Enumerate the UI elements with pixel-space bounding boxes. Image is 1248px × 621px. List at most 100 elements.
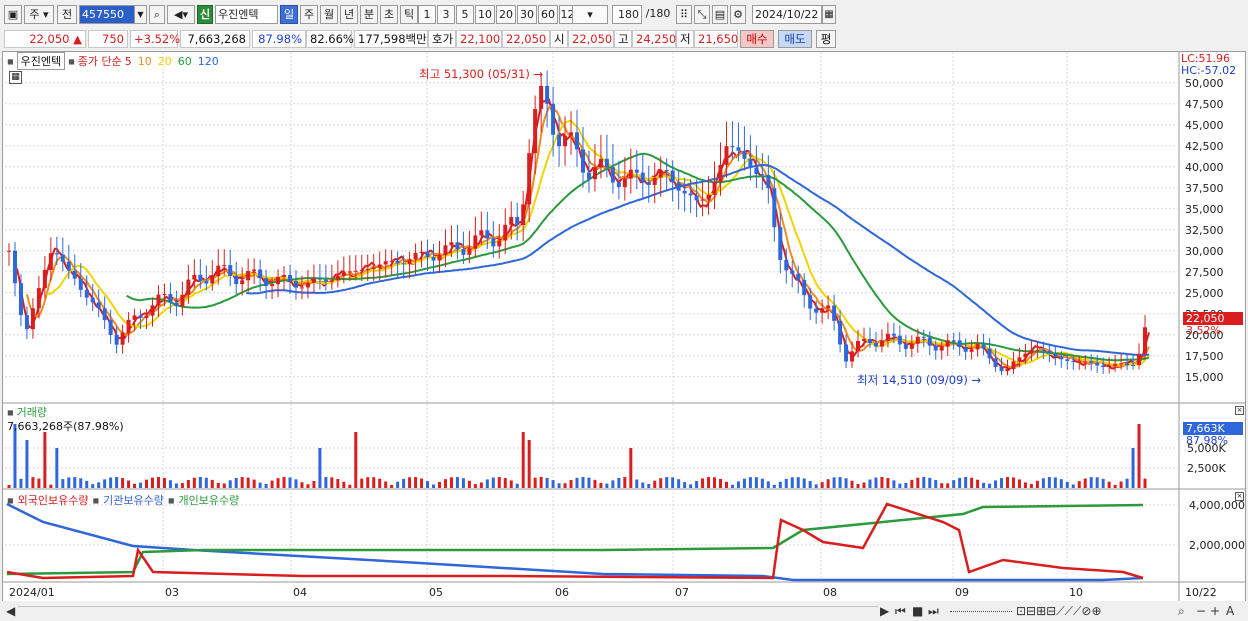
calculator-icon[interactable]: ▦ — [9, 71, 22, 84]
candle-body — [1137, 353, 1142, 366]
count-button[interactable]: 1 — [418, 5, 436, 24]
y-tick-label: 25,000 — [1185, 287, 1224, 300]
save-icon[interactable]: ▤ — [712, 5, 728, 24]
market-type-select[interactable]: 주 ▾ — [24, 5, 54, 24]
volume-bar — [557, 483, 561, 488]
buy-button[interactable]: 매수 — [740, 30, 774, 48]
zoom-slider[interactable] — [950, 611, 1012, 612]
chart-panel[interactable]: 15,00017,50020,00022,50025,00027,50030,0… — [2, 51, 1246, 603]
scroll-right-icon[interactable]: ▶ — [880, 604, 890, 618]
volume-bar — [73, 477, 77, 488]
candle-body — [174, 302, 179, 307]
count-button[interactable]: 10 — [475, 5, 495, 24]
candle-body — [479, 230, 484, 236]
stop-icon[interactable]: ■ — [912, 604, 924, 618]
volume-bar — [1065, 482, 1069, 488]
candle-body — [293, 281, 298, 288]
volume-bar — [569, 480, 573, 488]
period-tab[interactable]: 년 — [340, 5, 358, 24]
ma-legend-item[interactable]: 20 — [157, 54, 172, 68]
scrollbar-track[interactable] — [18, 606, 878, 616]
legend-dot-icon: ◼ — [7, 495, 14, 505]
ma-legend-item[interactable]: 120 — [197, 54, 219, 68]
candle-body — [1083, 361, 1088, 363]
period-tab[interactable]: 틱 — [400, 5, 418, 24]
speaker-icon[interactable]: ◀▾ — [167, 5, 195, 24]
sell-button[interactable]: 매도 — [778, 30, 812, 48]
search-icon[interactable]: ⌕ — [149, 5, 165, 24]
cursor-icon[interactable]: ⤡ — [694, 5, 710, 24]
volume-bar — [952, 480, 956, 488]
count-button[interactable]: 20 — [496, 5, 516, 24]
volume-bar — [300, 482, 304, 488]
x-axis-label: 2024/01 — [9, 586, 55, 599]
close-panel-icon[interactable]: × — [1235, 406, 1244, 415]
zoom-search-icon[interactable]: ⌕ — [1178, 604, 1185, 618]
legend-stock-name[interactable]: 우진엔텍 — [16, 52, 66, 70]
candle-body — [60, 254, 65, 262]
holdings-legend-item[interactable]: 외국인보유수량 — [17, 494, 89, 507]
candle-body — [706, 194, 711, 200]
volume-bar — [701, 478, 705, 488]
candle-body — [419, 251, 424, 253]
volume-bar — [414, 477, 418, 488]
volume-bar — [784, 478, 788, 488]
volume-bar — [378, 478, 382, 488]
period-tab[interactable]: 초 — [380, 5, 398, 24]
count-button[interactable]: 30 — [517, 5, 537, 24]
volume-bar — [258, 482, 262, 488]
ma-legend-item[interactable]: 10 — [137, 54, 152, 68]
volume-bar — [127, 480, 131, 488]
volume-bar — [748, 477, 752, 488]
range-input[interactable]: 180 — [612, 5, 642, 24]
holdings-legend-item[interactable]: 개인보유수량 — [178, 494, 240, 507]
gear-icon[interactable]: ⚙ — [730, 5, 746, 24]
stock-code-input[interactable]: 457550 — [79, 5, 147, 24]
candle-body — [114, 335, 119, 345]
first-page-icon[interactable]: ⏮ — [895, 604, 906, 618]
x-axis-label: 09 — [955, 586, 969, 599]
zoom-in-icon[interactable]: + — [1210, 604, 1221, 618]
candle-body — [963, 347, 968, 352]
code-dropdown-icon[interactable]: ▼ — [134, 5, 147, 24]
volume-title[interactable]: 거래량 — [16, 406, 48, 419]
volume-bar — [174, 483, 178, 488]
volume-bar — [366, 477, 370, 488]
ma-legend-item[interactable]: 60 — [177, 54, 192, 68]
y-tick-label: 20,000 — [1185, 329, 1224, 342]
scroll-left-icon[interactable]: ◀ — [6, 604, 16, 618]
count-button[interactable]: 60 — [538, 5, 558, 24]
ma-legend-item[interactable]: 5 — [124, 54, 132, 68]
volume-bar — [527, 440, 531, 488]
grid-icon[interactable]: ⠿ — [676, 5, 692, 24]
volume-bar — [832, 477, 836, 488]
period-tab[interactable]: 월 — [320, 5, 338, 24]
volume-bar — [1035, 480, 1039, 488]
candle-body — [580, 149, 585, 173]
price-chart-svg[interactable]: 15,00017,50020,00022,50025,00027,50030,0… — [3, 52, 1245, 602]
calendar-icon[interactable]: ▦ — [822, 5, 836, 24]
count-button[interactable]: 3 — [437, 5, 455, 24]
tool-icons[interactable]: ⊡⊟⊞⊟⟋⟋⟋⊘⊕ — [1016, 604, 1102, 618]
font-size-icon[interactable]: A — [1226, 604, 1235, 618]
count-button[interactable]: 5 — [456, 5, 474, 24]
period-tab[interactable]: 분 — [360, 5, 378, 24]
layout-icon[interactable]: ▣ — [4, 5, 22, 24]
period-tab[interactable]: 일 — [280, 5, 298, 24]
prefix-button[interactable]: 전 — [57, 5, 77, 24]
last-page-icon[interactable]: ⏭ — [928, 604, 939, 618]
volume-bar — [109, 477, 113, 488]
candle-body — [748, 158, 753, 168]
volume-bar — [1059, 479, 1063, 488]
volume-bar — [868, 479, 872, 488]
period-tab[interactable]: 주 — [300, 5, 318, 24]
candle-body — [712, 181, 717, 195]
candle-body — [867, 338, 872, 344]
date-input[interactable]: 2024/10/22 — [752, 5, 822, 24]
evaluate-button[interactable]: 평 — [816, 30, 836, 48]
volume-bar — [605, 483, 609, 488]
range-select[interactable]: ▾ — [572, 5, 608, 24]
holdings-legend-item[interactable]: 기관보유수량 — [103, 494, 164, 507]
zoom-out-icon[interactable]: − — [1196, 604, 1207, 618]
close-panel-icon[interactable]: × — [1235, 492, 1244, 501]
